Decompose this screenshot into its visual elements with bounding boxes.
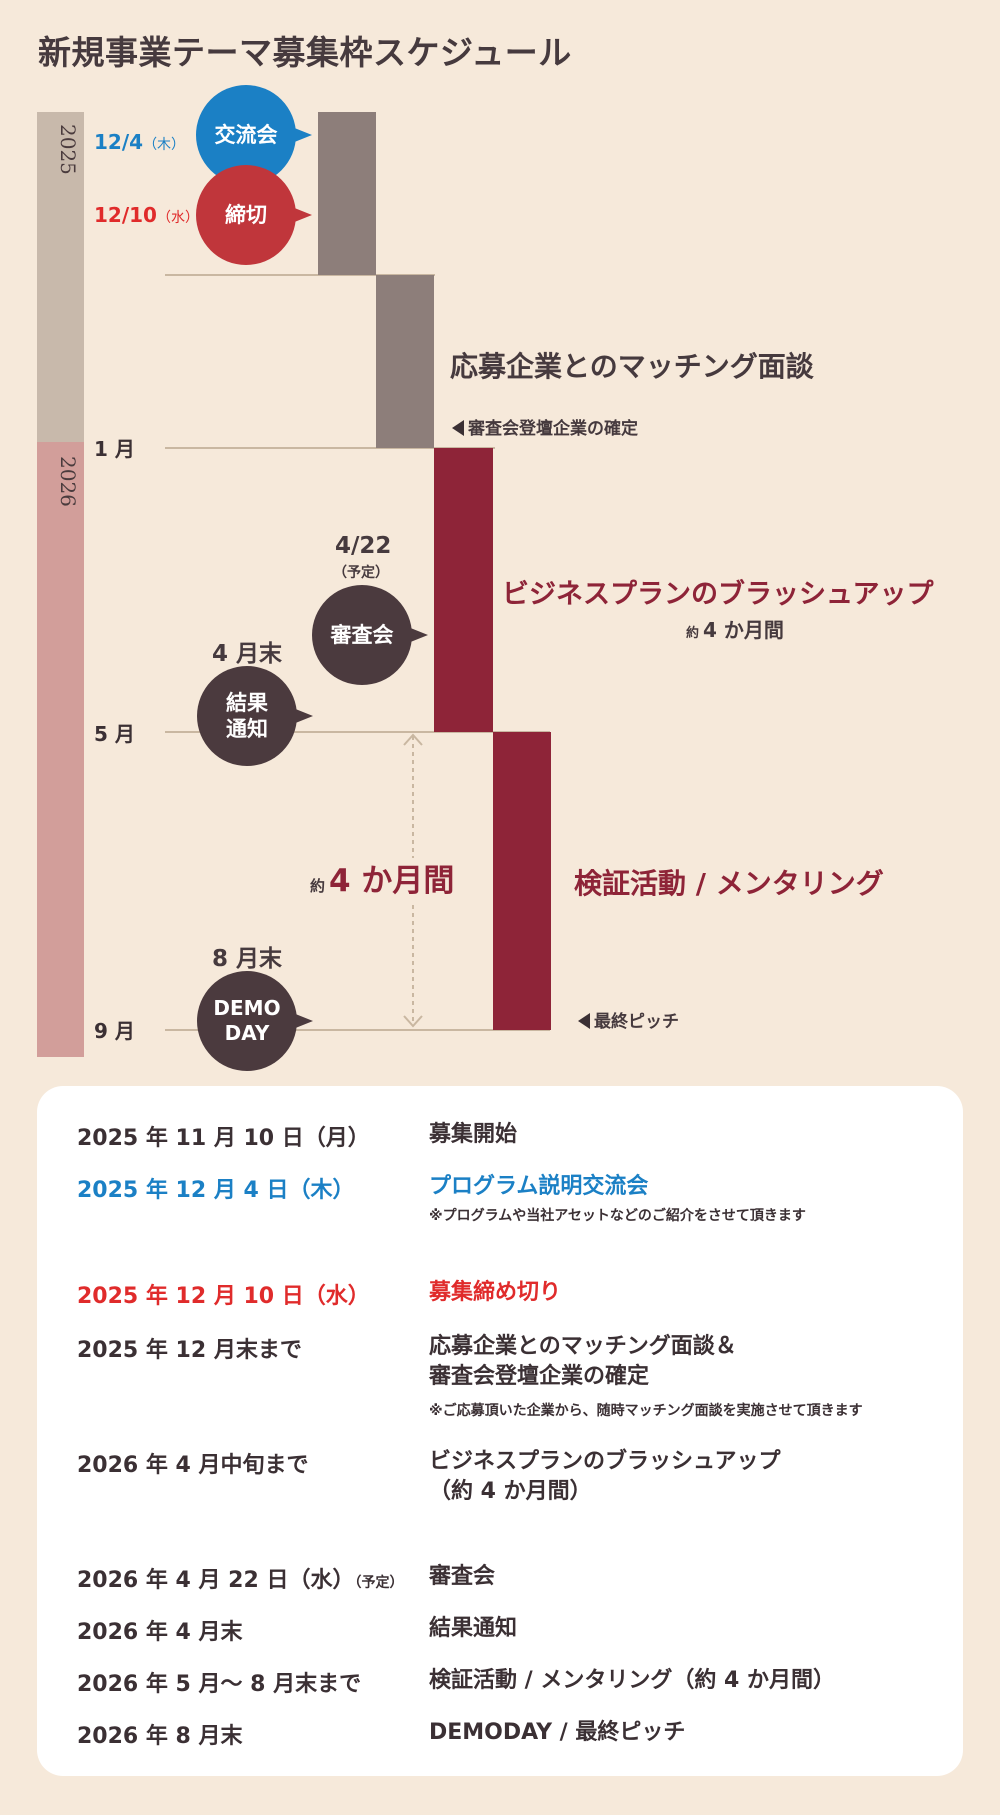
guide-line-jan xyxy=(165,447,495,449)
review-badge: 審査会 xyxy=(312,585,428,685)
exchange-date: 12/4（木） xyxy=(94,130,185,154)
deadline-weekday: （水） xyxy=(156,210,199,226)
schedule-note: ※プログラムや当社アセットなどのご紹介をさせて頂きます xyxy=(429,1208,806,1224)
schedule-event-line1: 応募企業とのマッチング面談＆ xyxy=(429,1334,737,1359)
deadline-label: 締切 xyxy=(225,202,267,227)
guide-line-may xyxy=(165,731,550,733)
bar-verify xyxy=(493,732,551,1030)
review-date: 4/22 xyxy=(335,533,392,559)
bar-brushup xyxy=(434,448,493,732)
review-date-sub: （予定） xyxy=(333,565,389,581)
page-title: 新規事業テーマ募集枠スケジュール xyxy=(38,33,572,72)
deadline-badge: 締切 xyxy=(196,165,312,265)
schedule-date: 2025 年 11 月 10 日（月） xyxy=(77,1126,370,1151)
verify-phase-label: 検証活動 / メンタリング xyxy=(574,867,884,900)
duration-arrow xyxy=(403,733,423,1028)
schedule-date: 2026 年 5 月〜 8 月末まで xyxy=(77,1672,362,1697)
demo-date: 8 月末 xyxy=(212,946,283,972)
schedule-date-sub: （予定） xyxy=(354,1575,404,1591)
schedule-event: DEMODAY / 最終ピッチ xyxy=(429,1720,686,1745)
result-pointer-icon xyxy=(293,708,313,724)
schedule-date: 2026 年 4 月末 xyxy=(77,1620,243,1645)
deadline-date: 12/10（水） xyxy=(94,203,199,227)
pitch-note-text: 最終ピッチ xyxy=(594,1012,679,1032)
brushup-phase-label: ビジネスプランのブラッシュアップ xyxy=(502,579,934,610)
demo-label-line2: DAY xyxy=(224,1021,270,1045)
demo-label-line1: DEMO xyxy=(213,996,281,1020)
guide-line-dec xyxy=(165,274,435,276)
schedule-event: 審査会 xyxy=(429,1564,496,1589)
result-date: 4 月末 xyxy=(212,641,283,667)
schedule-date: 2025 年 12 月 4 日（木） xyxy=(77,1178,355,1203)
year-bar-2026 xyxy=(37,442,84,1057)
demo-pointer-icon xyxy=(293,1013,313,1029)
brushup-approx: 約 xyxy=(686,626,700,641)
schedule-event-line1: ビジネスプランのブラッシュアップ xyxy=(429,1449,781,1474)
verify-duration-text: 4 か月間 xyxy=(329,863,455,899)
schedule-date: 2026 年 8 月末 xyxy=(77,1724,243,1749)
year-label-2025: 2025 xyxy=(56,124,80,175)
result-label: 結果 通知 xyxy=(226,690,268,743)
review-label: 審査会 xyxy=(330,622,394,647)
year-label-2026: 2026 xyxy=(56,456,80,507)
schedule-date-text: 2026 年 4 月 22 日（水） xyxy=(77,1568,355,1593)
result-badge: 結果 通知 xyxy=(197,666,313,766)
matching-note: 審査会登壇企業の確定 xyxy=(452,414,638,439)
schedule-event: 検証活動 / メンタリング（約 4 か月間） xyxy=(429,1668,835,1693)
month-label-sep: 9 月 xyxy=(94,1019,135,1043)
left-arrow-icon xyxy=(578,1013,590,1029)
schedule-event: ビジネスプランのブラッシュアップ （約 4 か月間） xyxy=(429,1447,781,1506)
year-bar-2025 xyxy=(37,112,84,442)
month-label-jan: 1 月 xyxy=(94,437,135,461)
guide-line-sep xyxy=(165,1029,550,1031)
month-label-may: 5 月 xyxy=(94,722,135,746)
exchange-date-text: 12/4 xyxy=(94,130,144,154)
deadline-pointer-icon xyxy=(292,207,312,223)
schedule-note: ※ご応募頂いた企業から、随時マッチング面談を実施させて頂きます xyxy=(429,1403,863,1419)
demo-badge: DEMO DAY xyxy=(197,971,313,1071)
schedule-card: 2025 年 11 月 10 日（月） 募集開始 2025 年 12 月 4 日… xyxy=(37,1086,963,1776)
result-label-line2: 通知 xyxy=(226,717,268,741)
schedule-event-line2: 審査会登壇企業の確定 xyxy=(429,1363,650,1389)
exchange-weekday: （木） xyxy=(143,137,186,153)
schedule-event-line2: （約 4 か月間） xyxy=(429,1478,592,1504)
exchange-pointer-icon xyxy=(292,127,312,143)
schedule-event: 募集開始 xyxy=(429,1122,518,1147)
bar-recruit xyxy=(318,112,376,275)
schedule-date: 2026 年 4 月 22 日（水）（予定） xyxy=(77,1562,403,1594)
matching-note-text: 審査会登壇企業の確定 xyxy=(468,419,638,439)
schedule-event: プログラム説明交流会 xyxy=(429,1174,649,1199)
schedule-event: 募集締め切り xyxy=(429,1280,562,1305)
left-arrow-icon xyxy=(452,420,464,436)
schedule-event: 応募企業とのマッチング面談＆ 審査会登壇企業の確定 xyxy=(429,1332,737,1391)
pitch-note: 最終ピッチ xyxy=(578,1007,679,1032)
matching-phase-label: 応募企業とのマッチング面談 xyxy=(450,350,814,383)
brushup-duration-text: 4 か月間 xyxy=(703,618,784,642)
bar-matching xyxy=(376,275,434,448)
schedule-date: 2026 年 4 月中旬まで xyxy=(77,1453,309,1478)
deadline-date-text: 12/10 xyxy=(94,203,157,227)
schedule-event: 結果通知 xyxy=(429,1616,518,1641)
verify-approx: 約 xyxy=(310,877,326,895)
result-label-line1: 結果 xyxy=(226,690,268,715)
demo-label: DEMO DAY xyxy=(213,996,280,1046)
review-pointer-icon xyxy=(408,627,428,643)
exchange-label: 交流会 xyxy=(214,122,278,147)
schedule-date: 2025 年 12 月末まで xyxy=(77,1338,302,1363)
schedule-date: 2025 年 12 月 10 日（水） xyxy=(77,1284,370,1309)
